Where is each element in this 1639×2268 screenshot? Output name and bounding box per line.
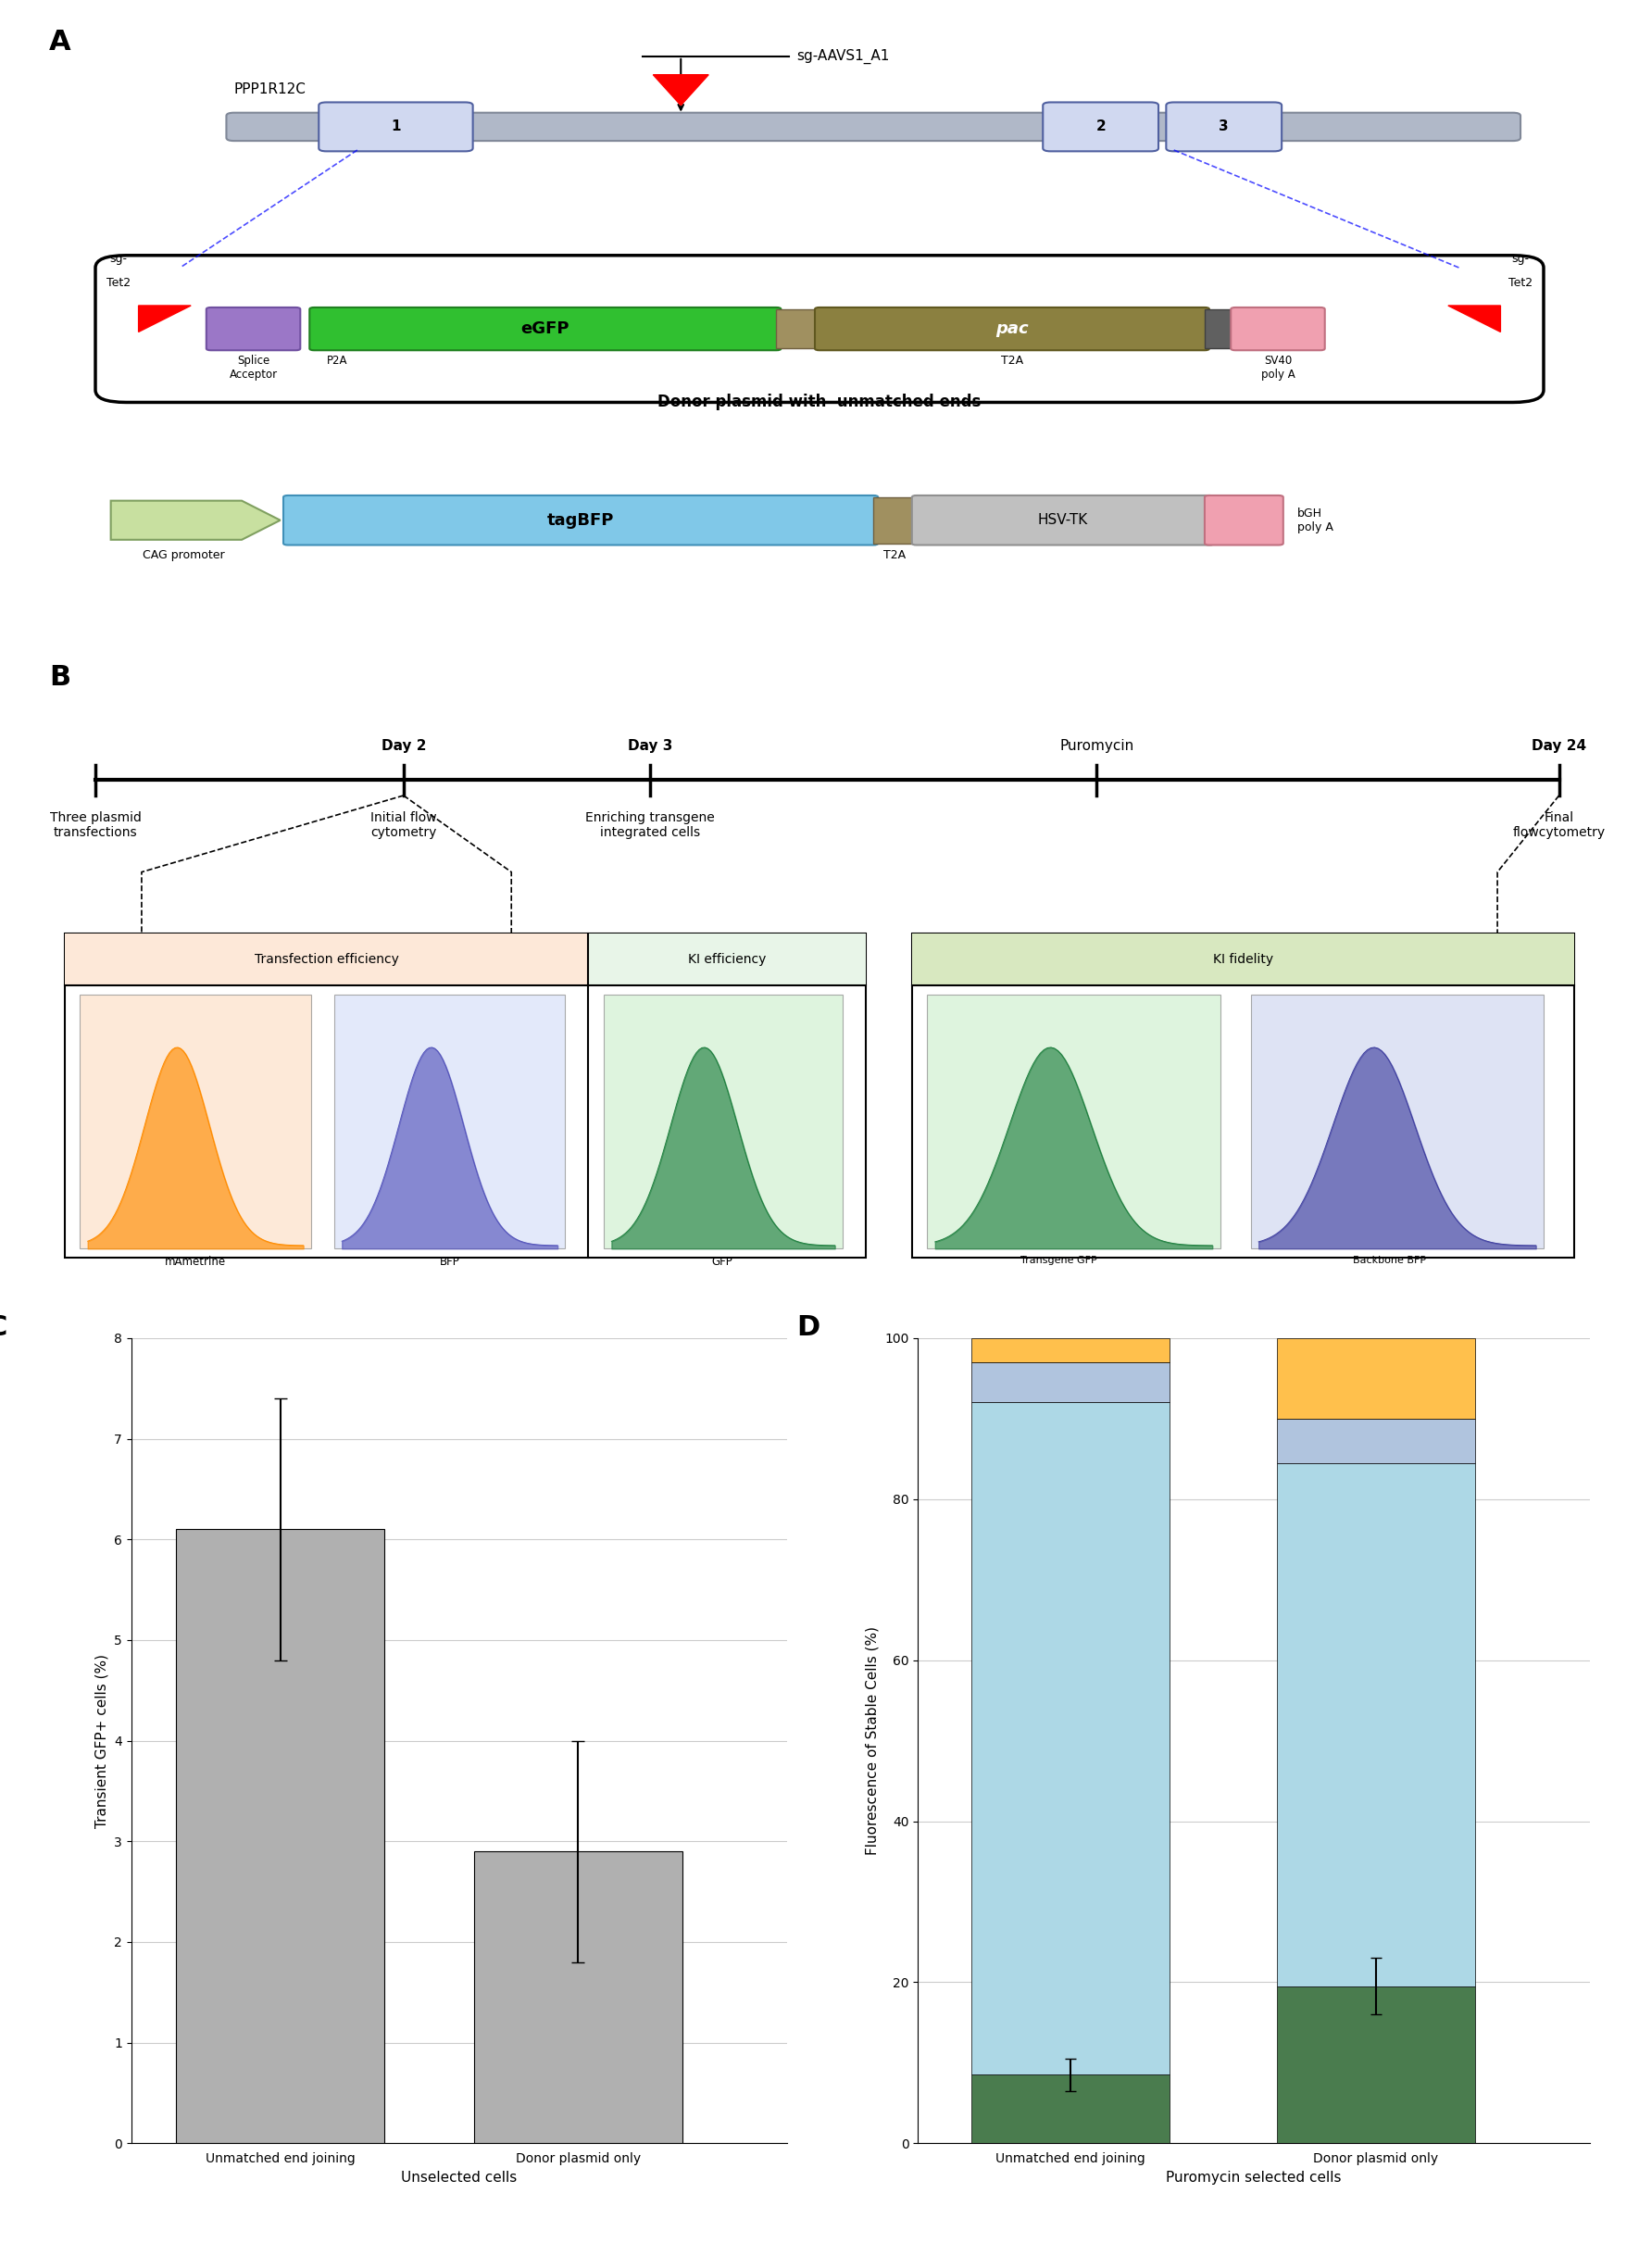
Text: Enriching transgene
integrated cells: Enriching transgene integrated cells (585, 810, 715, 839)
Text: Transgene GFP: Transgene GFP (1019, 1256, 1096, 1266)
Text: B: B (49, 665, 70, 692)
X-axis label: Puromycin selected cells: Puromycin selected cells (1165, 2170, 1342, 2184)
Text: Three plasmid
transfections: Three plasmid transfections (49, 810, 141, 839)
Bar (80, 993, 311, 1250)
Bar (1205, 308, 1236, 349)
Text: Backbone BFP: Backbone BFP (1352, 1256, 1426, 1266)
FancyBboxPatch shape (1231, 308, 1324, 349)
Text: 3: 3 (1219, 120, 1229, 134)
Bar (777, 308, 820, 349)
Text: Donor plasmid with  unmatched ends: Donor plasmid with unmatched ends (657, 392, 982, 411)
FancyBboxPatch shape (207, 308, 300, 349)
FancyBboxPatch shape (911, 494, 1214, 544)
Text: Splice
Acceptor: Splice Acceptor (229, 354, 277, 381)
Text: Puromycin: Puromycin (1060, 739, 1134, 753)
Bar (911, 934, 1575, 984)
Bar (911, 934, 1575, 1259)
Text: P2A: P2A (326, 354, 347, 367)
Bar (972, 2075, 1170, 2143)
Bar (1277, 1987, 1475, 2143)
Text: Day 2: Day 2 (380, 739, 426, 753)
Y-axis label: Transient GFP+ cells (%): Transient GFP+ cells (%) (95, 1653, 108, 1828)
Text: sg-: sg- (1511, 252, 1529, 265)
Bar (928, 993, 1219, 1250)
Text: GFP: GFP (711, 1256, 733, 1268)
Text: 1: 1 (392, 120, 400, 134)
X-axis label: Unselected cells: Unselected cells (402, 2170, 516, 2184)
Text: PPP1R12C: PPP1R12C (234, 82, 306, 95)
Text: T2A: T2A (883, 549, 906, 562)
Text: 2: 2 (1096, 120, 1106, 134)
Text: mAmetrine: mAmetrine (166, 1256, 226, 1268)
Text: BFP: BFP (439, 1256, 461, 1268)
Bar (175, 1529, 385, 2143)
Bar (1277, 1338, 1475, 1420)
FancyBboxPatch shape (1042, 102, 1159, 152)
Polygon shape (652, 75, 708, 104)
Bar (1277, 1463, 1475, 1987)
Text: Tet2: Tet2 (107, 277, 131, 288)
Bar (972, 1363, 1170, 1402)
Text: Day 24: Day 24 (1531, 739, 1587, 753)
Text: T2A: T2A (1001, 354, 1023, 367)
Bar (1251, 993, 1544, 1250)
Bar (64, 934, 865, 1259)
Text: eGFP: eGFP (521, 320, 570, 338)
Text: C: C (0, 1313, 8, 1340)
Text: sg-AAVS1_A1: sg-AAVS1_A1 (797, 50, 890, 64)
Text: KI efficiency: KI efficiency (688, 953, 765, 966)
FancyBboxPatch shape (815, 308, 1210, 349)
Y-axis label: Fluorescence of Stable Cells (%): Fluorescence of Stable Cells (%) (865, 1626, 879, 1855)
Text: Day 3: Day 3 (628, 739, 672, 753)
FancyBboxPatch shape (310, 308, 780, 349)
FancyArrow shape (111, 501, 280, 540)
FancyBboxPatch shape (226, 113, 1521, 141)
Bar (474, 1851, 682, 2143)
Text: SV40
poly A: SV40 poly A (1260, 354, 1295, 381)
Text: HSV-TK: HSV-TK (1037, 513, 1088, 526)
Text: CAG promoter: CAG promoter (143, 549, 225, 562)
Bar (874, 497, 916, 542)
Bar (972, 1402, 1170, 2075)
Text: sg-: sg- (110, 252, 128, 265)
Bar (334, 993, 565, 1250)
Bar (64, 934, 588, 984)
Text: Final
flowcytometry: Final flowcytometry (1513, 810, 1605, 839)
Bar (1277, 1420, 1475, 1463)
Polygon shape (1449, 306, 1500, 331)
Text: pac: pac (995, 320, 1029, 338)
Text: Tet2: Tet2 (1508, 277, 1532, 288)
Text: KI fidelity: KI fidelity (1213, 953, 1274, 966)
Polygon shape (139, 306, 190, 331)
Text: D: D (797, 1313, 820, 1340)
Text: Initial flow
cytometry: Initial flow cytometry (370, 810, 436, 839)
Bar (972, 1338, 1170, 1363)
Text: A: A (49, 29, 70, 57)
Text: Transfection efficiency: Transfection efficiency (254, 953, 398, 966)
Text: tagBFP: tagBFP (547, 513, 615, 528)
FancyBboxPatch shape (284, 494, 879, 544)
FancyBboxPatch shape (1205, 494, 1283, 544)
Bar (588, 934, 865, 984)
FancyBboxPatch shape (1165, 102, 1282, 152)
FancyBboxPatch shape (318, 102, 472, 152)
Bar (603, 993, 842, 1250)
Text: bGH
poly A: bGH poly A (1296, 508, 1333, 533)
